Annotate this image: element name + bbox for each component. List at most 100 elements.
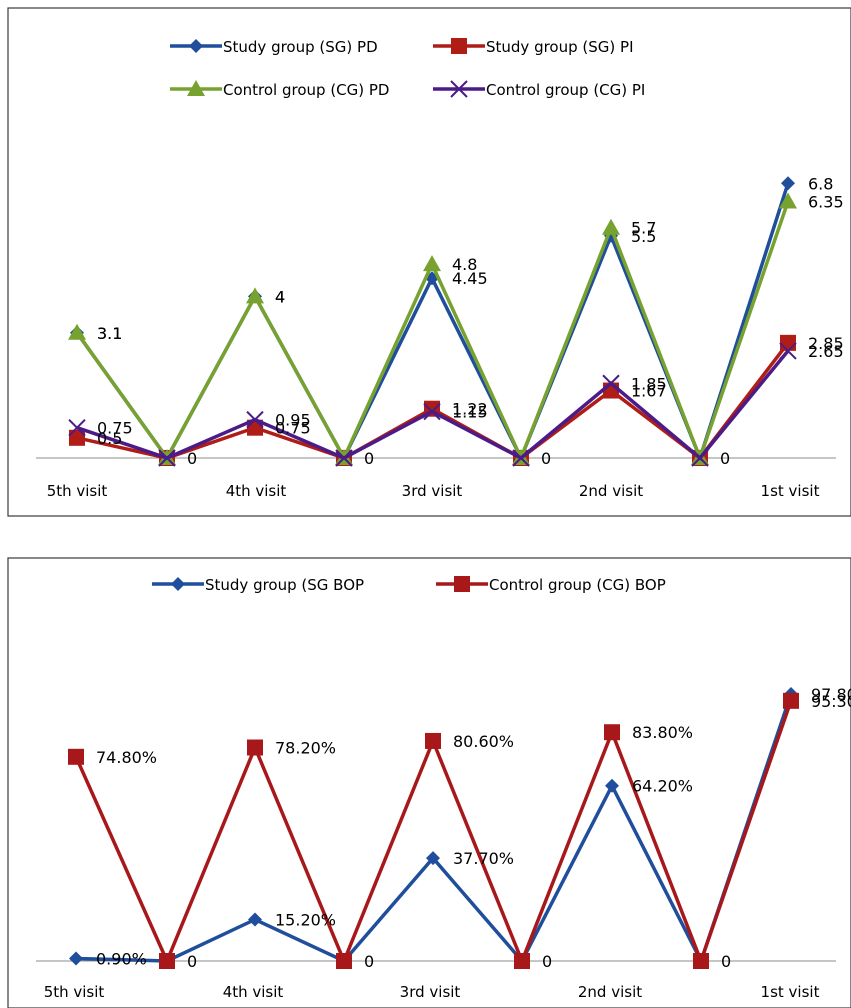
data-label: 0	[187, 449, 197, 468]
data-point	[246, 410, 264, 429]
x-tick-label: 2nd visit	[579, 482, 643, 500]
data-label: 37.70%	[453, 849, 514, 868]
data-point	[423, 255, 441, 272]
legend-label: Control group (CG) BOP	[489, 576, 666, 594]
series-control-group-cg-pi	[68, 342, 797, 467]
x-tick-label: 1st visit	[761, 983, 820, 1001]
data-label: 0.75	[97, 419, 133, 438]
data-label: 0	[542, 952, 552, 971]
data-point	[423, 402, 441, 421]
data-point	[779, 342, 797, 360]
chart-pd-pi: 3.10404.4505.506.80.50.751.221.672.853.1…	[7, 7, 851, 517]
legend-marker	[450, 80, 468, 98]
data-point	[512, 449, 530, 467]
data-label: 1.85	[631, 374, 667, 393]
data-point	[158, 449, 176, 467]
data-label: 80.60%	[453, 732, 514, 751]
data-point	[602, 374, 620, 392]
data-point	[604, 724, 620, 741]
data-label: 64.20%	[632, 777, 693, 796]
data-point	[605, 778, 619, 793]
x-tick-labels: 5th visit 4th visit 3rd visit 2nd visit 1st …	[44, 983, 820, 1001]
data-label: 2.85	[808, 334, 844, 353]
x-tick-label: 4th visit	[226, 482, 287, 500]
legend: Study group (SG BOP Control group (CG) BO…	[152, 576, 666, 594]
data-label: 4	[275, 287, 285, 306]
data-labels-group: 0.90% 0 15.20% 0 37.70% 0 64.20% 0 97.80% 74.80% 7…	[96, 685, 851, 971]
x-tick-label: 4th visit	[223, 983, 284, 1001]
legend-item-study-group-sg-pi: Study group (SG) PI	[433, 38, 634, 56]
series-control-group-cg-bop	[68, 692, 799, 969]
legend-marker	[454, 576, 470, 592]
data-label: 4	[275, 287, 285, 306]
data-label: 3.1	[97, 324, 122, 343]
x-tick-label: 5th visit	[47, 482, 108, 500]
legend-item-control-group-cg-pi: Control group (CG) PI	[433, 80, 645, 99]
data-label: 0	[364, 449, 374, 468]
data-label: 4.8	[452, 255, 477, 274]
data-label: 0	[187, 952, 197, 971]
x-tick-label: 5th visit	[44, 983, 105, 1001]
data-point	[780, 334, 796, 351]
data-point	[68, 748, 84, 765]
data-point	[69, 429, 85, 446]
data-label: 95.30%	[811, 692, 851, 711]
data-point	[602, 218, 620, 235]
chart-bop: 0.90% 0 15.20% 0 37.70% 0 64.20% 0 97.80% 74.80% 7…	[7, 557, 851, 1008]
data-label: 15.20%	[275, 911, 336, 930]
data-labels-group: 3.10404.4505.506.80.50.751.221.672.853.1…	[97, 174, 844, 468]
data-point	[159, 953, 175, 969]
data-label: 78.20%	[275, 739, 336, 758]
data-point	[335, 449, 353, 467]
x-tick-labels: 5th visit 4th visit 3rd visit 2nd visit 1st …	[47, 482, 820, 500]
legend-marker	[187, 80, 205, 96]
legend-item-control-group-cg-bop: Control group (CG) BOP	[436, 576, 666, 594]
data-point	[247, 739, 263, 756]
legend-marker	[451, 38, 467, 54]
data-point	[426, 851, 440, 866]
data-point	[246, 287, 264, 304]
data-label: 0	[720, 449, 730, 468]
data-label: 2.65	[808, 342, 844, 361]
data-label: 0	[721, 952, 731, 971]
data-label: 1.22	[452, 400, 488, 419]
data-point	[68, 323, 86, 340]
legend-item-study-group-sg-pd: Study group (SG) PD	[170, 38, 378, 56]
data-point	[425, 732, 441, 749]
legend-label: Study group (SG) PI	[486, 38, 634, 56]
data-label: 5.7	[631, 219, 656, 238]
legend: Study group (SG) PD Study group (SG) PI Co…	[170, 38, 645, 99]
data-point	[336, 953, 352, 969]
data-point	[69, 951, 83, 966]
data-label: 0.95	[275, 411, 311, 430]
data-label: 6.35	[808, 193, 844, 212]
data-label: 0	[541, 449, 551, 468]
data-point	[248, 912, 262, 927]
data-point	[691, 449, 709, 467]
chart-frame	[7, 557, 851, 1008]
x-tick-label: 2nd visit	[578, 983, 642, 1001]
data-label: 83.80%	[632, 723, 693, 742]
x-tick-label: 3rd visit	[400, 983, 461, 1001]
data-label: 74.80%	[96, 748, 157, 767]
data-label: 5.5	[631, 227, 656, 246]
legend-item-study-group-sg-bop: Study group (SG BOP	[152, 576, 364, 594]
legend-label: Study group (SG) PD	[223, 38, 378, 56]
legend-label: Control group (CG) PI	[486, 81, 645, 99]
data-point	[781, 176, 795, 191]
legend-marker	[189, 39, 203, 53]
series-group	[68, 687, 799, 969]
legend-item-control-group-cg-pd: Control group (CG) PD	[170, 80, 390, 99]
legend-label: Control group (CG) PD	[223, 81, 390, 99]
data-label: 1.67	[631, 382, 667, 401]
data-point	[514, 953, 530, 969]
data-label: 0.75	[275, 419, 311, 438]
data-label: 6.8	[808, 174, 833, 193]
data-label: 0.5	[97, 429, 122, 448]
data-point	[779, 192, 797, 209]
data-label: 0.90%	[96, 950, 147, 969]
x-tick-label: 3rd visit	[402, 482, 463, 500]
data-label: 0	[364, 952, 374, 971]
legend-marker	[171, 577, 185, 591]
